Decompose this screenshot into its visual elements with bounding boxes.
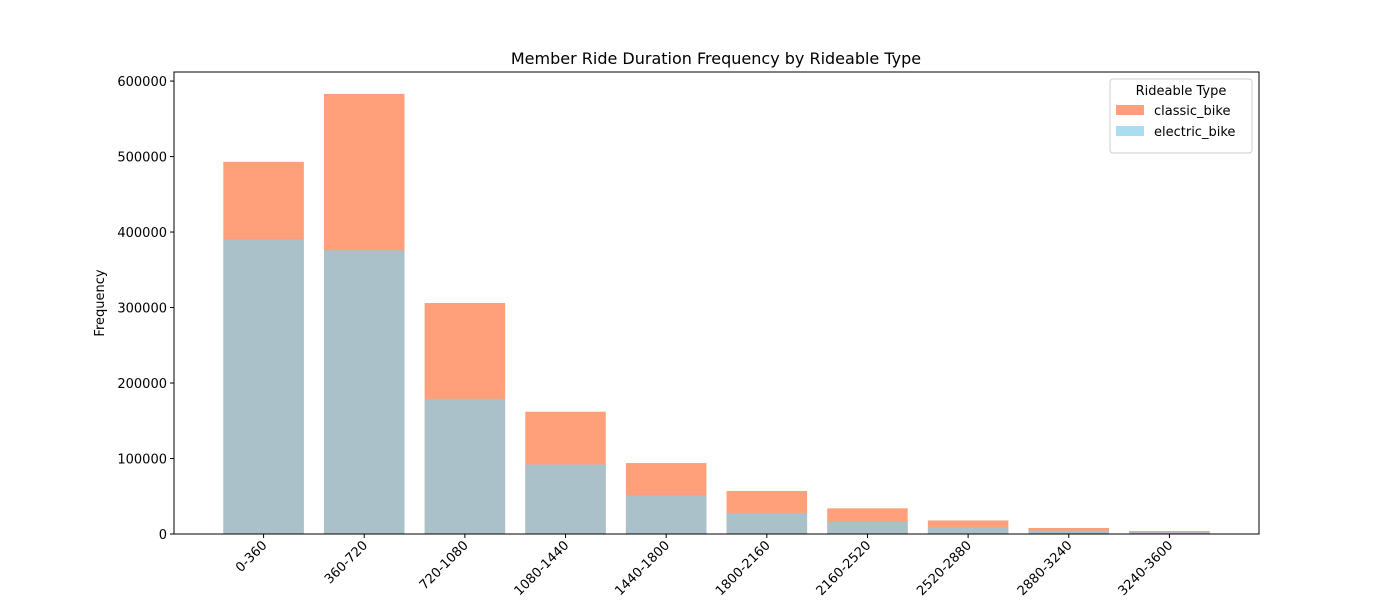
x-tick-label: 3240-3600 [1116, 538, 1177, 599]
y-tick-label: 100000 [117, 453, 167, 468]
bar [424, 398, 506, 534]
legend-frame [1109, 78, 1253, 154]
legend-label: electric_bike [1154, 125, 1235, 140]
bar [1028, 530, 1110, 534]
y-tick-label: 600000 [117, 75, 167, 90]
bar [827, 521, 908, 534]
plot-frame [173, 71, 1260, 535]
bar [525, 464, 606, 534]
bar [1129, 532, 1210, 534]
legend-swatch [1116, 105, 1144, 115]
legend-swatch [1116, 126, 1144, 136]
bar [323, 250, 405, 534]
y-tick-label: 400000 [117, 226, 167, 241]
bar [625, 495, 707, 534]
y-tick-label: 200000 [117, 377, 167, 392]
y-tick-label: 500000 [117, 151, 167, 166]
x-tick-label: 2520-2880 [914, 538, 975, 599]
legend: Rideable Type classic_bike electric_bike [1109, 78, 1253, 154]
legend-label: classic_bike [1154, 104, 1230, 119]
x-tick-label: 0-360 [233, 538, 270, 575]
y-tick-label: 0 [159, 528, 167, 543]
x-tick-label: 2160-2520 [814, 538, 875, 599]
x-tick-label: 360-720 [322, 538, 371, 587]
x-tick-label: 1080-1440 [512, 538, 573, 599]
y-axis-label: Frequency [93, 269, 108, 336]
bar [726, 512, 808, 534]
bar [927, 527, 1009, 534]
bar [223, 239, 304, 534]
chart-title: Member Ride Duration Frequency by Rideab… [511, 49, 921, 68]
x-tick-label: 1800-2160 [713, 538, 774, 599]
x-tick-label: 720-1080 [417, 538, 472, 593]
x-tick-label: 1440-1800 [612, 538, 673, 599]
legend-title: Rideable Type [1136, 84, 1227, 99]
y-tick-label: 300000 [117, 302, 167, 317]
x-tick-label: 2880-3240 [1015, 538, 1076, 599]
